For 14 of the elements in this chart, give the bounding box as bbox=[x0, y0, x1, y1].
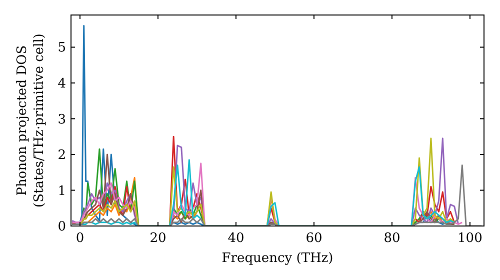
y-tick-label: 5 bbox=[58, 40, 66, 56]
x-tick-label: 60 bbox=[306, 231, 322, 246]
x-tick-label: 0 bbox=[76, 231, 84, 246]
y-tick-label: 2 bbox=[58, 148, 66, 164]
x-tick-label: 100 bbox=[458, 231, 482, 246]
y-tick-label: 1 bbox=[58, 184, 66, 199]
y-axis-title: Phonon projected DOS (States/THz·primitive cell) bbox=[15, 33, 47, 208]
x-tick-label: 20 bbox=[150, 231, 166, 246]
x-tick-label: 80 bbox=[384, 231, 400, 246]
y-tick-label: 4 bbox=[58, 76, 66, 92]
x-tick-label: 40 bbox=[228, 231, 244, 246]
y-tick-label: 3 bbox=[58, 112, 66, 128]
y-tick-label: 0 bbox=[58, 220, 66, 235]
x-axis-title: Frequency (THz) bbox=[222, 251, 334, 266]
